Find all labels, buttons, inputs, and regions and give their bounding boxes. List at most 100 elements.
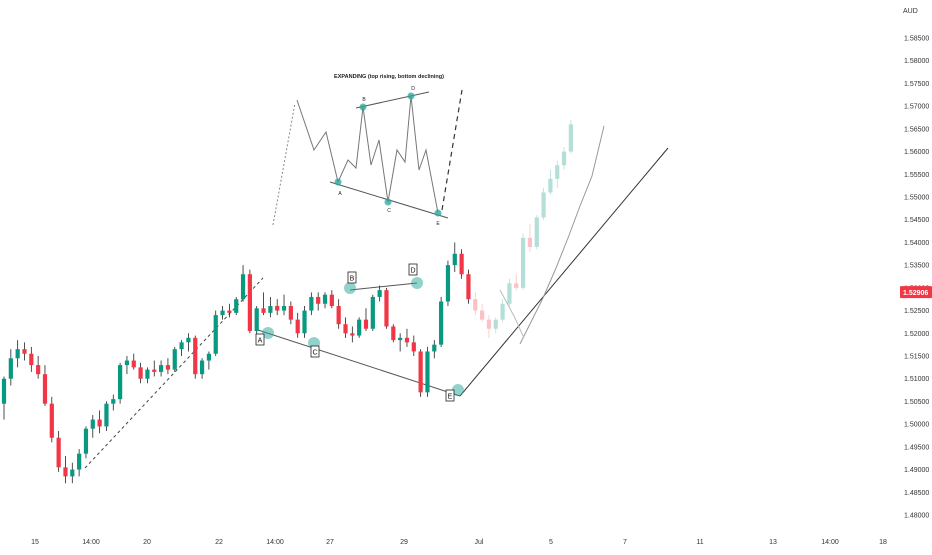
candle-body [56, 437, 61, 468]
candle [152, 360, 157, 377]
candle [15, 340, 20, 368]
y-tick-label: 1.54000 [904, 240, 929, 247]
y-tick-label: 1.57500 [904, 81, 929, 88]
x-tick-label: 5 [549, 539, 553, 546]
candle-body [370, 296, 375, 329]
diagram-point-b [359, 103, 367, 111]
y-tick-label: 1.58500 [904, 36, 929, 43]
candle-body [480, 310, 485, 320]
candle-body [227, 310, 232, 313]
candle-body [118, 365, 123, 400]
candle [111, 394, 116, 411]
projected-candle [541, 187, 546, 220]
candle [377, 285, 382, 302]
candle [213, 310, 218, 356]
candle-body [206, 353, 211, 361]
pattern-point-b [344, 282, 356, 294]
candle-body [357, 319, 362, 336]
x-tick-label: 14:00 [82, 539, 100, 546]
candle-body [500, 303, 505, 320]
candle-body [466, 274, 471, 300]
candle-body [145, 369, 150, 379]
candle-body [411, 342, 416, 352]
candle-body [452, 253, 457, 266]
candle-body [254, 308, 259, 332]
candle [268, 296, 273, 318]
candle-body [418, 351, 423, 393]
x-tick-label: 27 [326, 539, 334, 546]
candle [29, 346, 34, 372]
candle-body [131, 360, 136, 368]
pattern-point-e [452, 384, 464, 396]
candle [104, 401, 109, 431]
candle [118, 362, 123, 404]
candle-body [391, 326, 396, 341]
candle [343, 317, 348, 338]
candle-body [1, 378, 7, 404]
y-tick-label: 1.52500 [904, 308, 929, 315]
candle-body [247, 274, 252, 332]
x-tick-label: 14:00 [266, 539, 284, 546]
candle-body [493, 319, 498, 329]
projected-candle [500, 299, 505, 322]
candle [329, 290, 334, 309]
candle-body [281, 306, 287, 311]
candle [404, 328, 410, 347]
candle [56, 430, 61, 472]
candle-body [213, 315, 218, 354]
diagram-label-d: D [411, 86, 415, 92]
candle-body [473, 299, 478, 311]
candle [322, 292, 328, 309]
candle [261, 292, 266, 316]
candle-body [343, 324, 348, 334]
label-box [445, 389, 455, 402]
candle [466, 269, 471, 304]
label-box [310, 345, 320, 358]
projected-candle [507, 278, 512, 307]
candle [206, 351, 211, 370]
candle-body [288, 306, 293, 320]
candle-body [548, 178, 553, 193]
candle-body [561, 151, 567, 166]
candle [398, 333, 403, 352]
candle-body [541, 192, 546, 218]
x-tick-label: 22 [215, 539, 223, 546]
y-tick-label: 1.54500 [904, 217, 929, 224]
diagram-point-d [407, 92, 415, 100]
y-tick-label: 1.56000 [904, 149, 929, 156]
pattern-label-e: E [445, 389, 455, 402]
candle-body [432, 344, 437, 352]
diagram-point-a [334, 178, 342, 186]
candle [439, 296, 444, 347]
candle [138, 362, 143, 384]
y-tick-label: 1.50500 [904, 399, 929, 406]
candle-body [240, 274, 246, 300]
x-tick-label: 13 [769, 539, 777, 546]
candle-body [158, 365, 164, 372]
y-tick-label: 1.49500 [904, 444, 929, 451]
candle [199, 358, 205, 379]
candle [172, 346, 177, 372]
candle [357, 317, 362, 338]
label-text: A [258, 338, 263, 345]
candle-body [193, 337, 198, 375]
candle [90, 415, 95, 438]
label-box [347, 271, 357, 284]
projected-candle [480, 303, 485, 322]
candle-body [49, 403, 54, 438]
candle [384, 287, 389, 329]
candle-body [70, 469, 75, 477]
y-tick-label: 1.49000 [904, 467, 929, 474]
x-tick-label: 20 [143, 539, 151, 546]
candle-body [97, 419, 102, 427]
candle [281, 294, 287, 316]
projected-candle [520, 233, 526, 291]
candle [22, 342, 27, 361]
x-tick-label: Jul [475, 539, 484, 546]
candle-body [336, 306, 341, 325]
candle [158, 360, 164, 377]
candle [42, 365, 48, 406]
upper-trendline [349, 282, 418, 291]
